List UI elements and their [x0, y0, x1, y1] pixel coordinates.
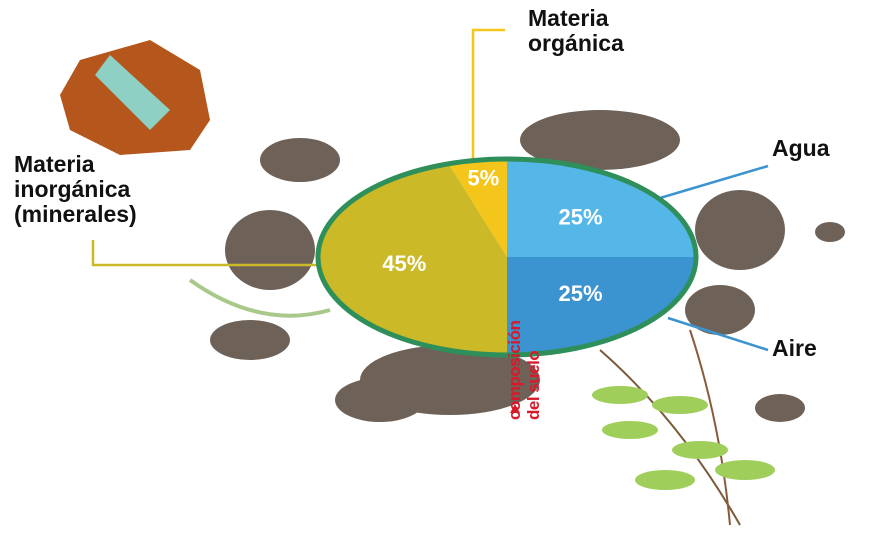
- soil-background: [210, 110, 845, 422]
- pie: 25% 25% 45% 5%: [315, 156, 699, 358]
- pie-slice: [507, 159, 696, 257]
- pie-border: [315, 156, 699, 358]
- pie-slice: [318, 163, 507, 355]
- annotation: composición del suelo: [505, 320, 543, 420]
- plant: [188, 278, 775, 526]
- arrow-icon: [510, 404, 520, 413]
- mineral-rock: [60, 40, 210, 155]
- category-label: Materia orgánica: [528, 5, 624, 56]
- value-label: 5%: [467, 165, 499, 190]
- category-label: Agua: [772, 135, 830, 161]
- value-label: 25%: [558, 205, 602, 230]
- pie-slice: [448, 159, 507, 257]
- pie-slice: [507, 257, 696, 355]
- value-label: 45%: [382, 251, 426, 276]
- category-label: Materia inorgánica (minerales): [14, 151, 137, 227]
- value-label: 25%: [558, 281, 602, 306]
- category-label: Aire: [772, 335, 817, 361]
- leader-lines: [91, 28, 769, 352]
